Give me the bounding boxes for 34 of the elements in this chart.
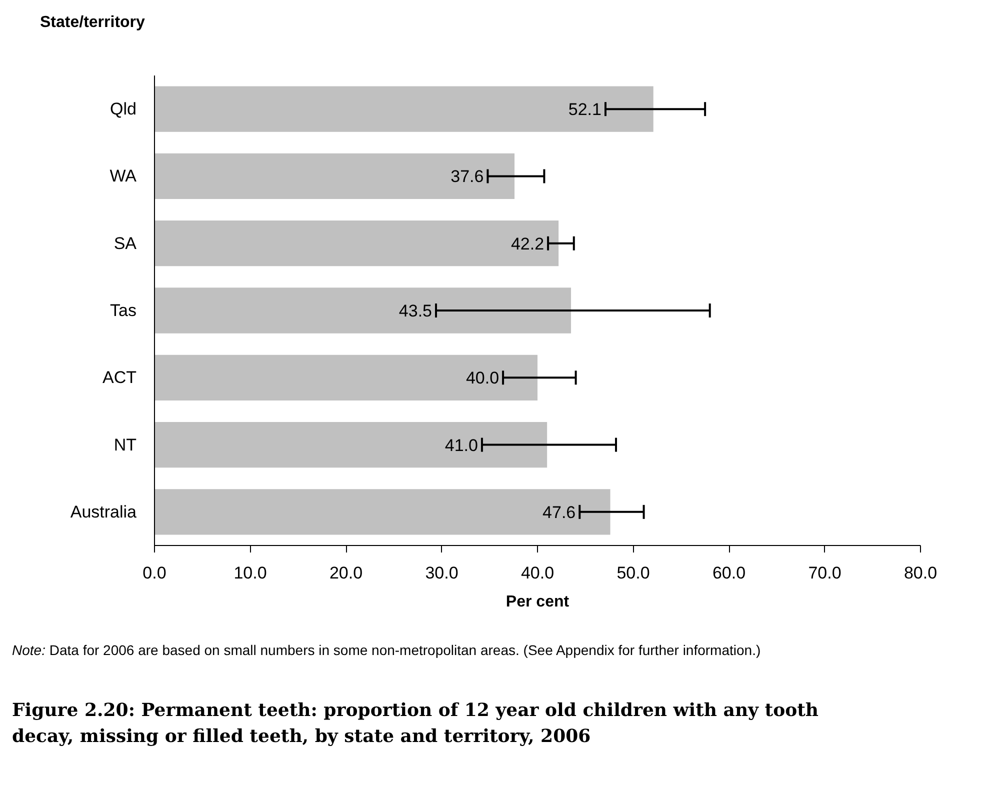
bar [154, 489, 610, 535]
bar [154, 422, 548, 468]
y-tick-label: Qld [110, 100, 137, 119]
data-label: 41.0 [444, 436, 478, 455]
y-tick-label: ACT [102, 368, 136, 388]
data-label: 40.0 [466, 368, 500, 388]
y-tick-label: Australia [70, 502, 138, 522]
x-tick-label: 10.0 [234, 564, 267, 582]
y-axis-title: State/territory [40, 13, 145, 33]
bar [154, 288, 572, 334]
x-tick-label: 0.0 [142, 564, 166, 582]
data-label: 47.6 [542, 502, 576, 522]
x-axis-title: Per cent [506, 594, 570, 610]
x-tick-label: 20.0 [329, 564, 363, 582]
x-tick-label: 60.0 [712, 564, 746, 582]
y-tick-label: WA [110, 166, 138, 186]
x-tick-label: 50.0 [616, 564, 650, 582]
bar [154, 354, 538, 400]
x-tick-label: 40.0 [520, 564, 554, 582]
data-label: 42.2 [510, 234, 544, 254]
y-tick-label: NT [114, 435, 137, 454]
y-tick-label: Tas [110, 301, 137, 320]
x-tick-label: 80.0 [904, 564, 938, 582]
text: Figure 2.20: Permanent teeth: proportion of 12 year old children with any tooth decay, missing or filled teeth, by state and territory, 2006 [12, 699, 820, 750]
bar [154, 220, 559, 266]
data-label: 43.5 [398, 302, 432, 320]
bar [154, 153, 515, 200]
x-tick-label: 70.0 [808, 564, 842, 582]
data-label: 52.1 [568, 100, 602, 120]
data-label: 37.6 [450, 167, 484, 186]
y-tick-label: SA [114, 234, 138, 253]
x-tick-label: 30.0 [425, 564, 458, 582]
text: Note: Data for 2006 are based on small numbers in some non-metropolitan areas. (See Appendix for further information.) [12, 641, 761, 660]
bar [154, 86, 654, 132]
